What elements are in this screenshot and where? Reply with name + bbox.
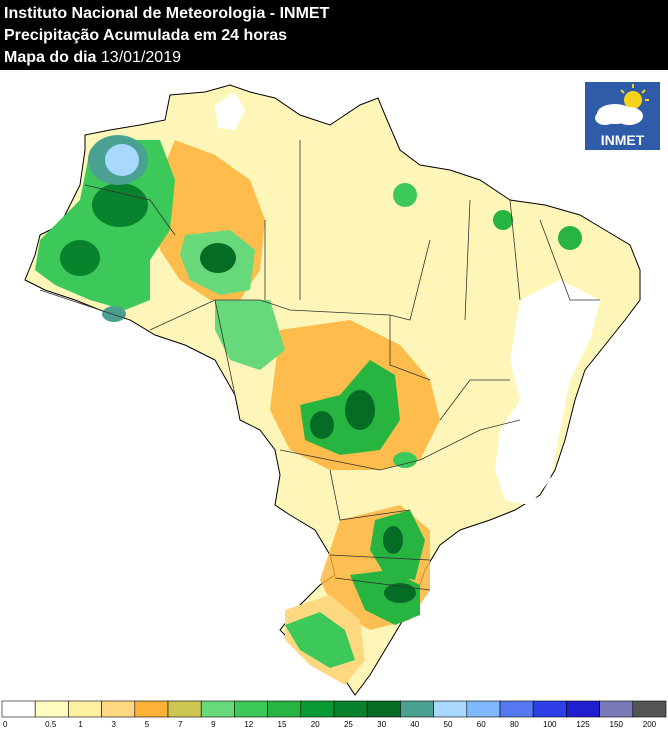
legend-tick-label: 0 [3,720,8,729]
legend-tick-label: 20 [311,720,320,729]
legend-tick-label: 12 [244,720,253,729]
logo-text: INMET [600,132,645,148]
cloud-sun-icon [595,84,649,125]
legend-swatch [167,700,202,718]
rain-core-heavy-acre [102,306,126,322]
legend-swatch [532,700,567,718]
legend-swatch [499,700,534,718]
legend-tick-label: 3 [112,720,117,729]
rain-core-central [200,243,236,273]
rain-core-ms [310,411,334,439]
legend-swatch [632,700,667,718]
dry-area-northeast [495,280,600,505]
legend-tick-label: 80 [510,720,519,729]
rain-zone-green-mt [215,300,285,370]
legend-swatch [300,700,335,718]
legend-tick-label: 15 [278,720,287,729]
legend-tick-label: 50 [444,720,453,729]
map-subtitle: Precipitação Acumulada em 24 horas [4,27,288,44]
map-date: 13/01/2019 [100,49,181,66]
legend-swatch [200,700,235,718]
rain-spot-rio [393,452,417,468]
rain-core-amazon-1 [92,183,148,227]
legend-swatch [1,700,36,718]
legend-swatch [234,700,268,718]
legend-swatch [134,700,169,718]
precipitation-legend: 0 0.5 1 3 5 7 9 12 15 20 25 30 40 50 60 80 100 125 150 200 [0,700,668,731]
legend-swatch [34,700,69,718]
legend-swatch [466,700,501,718]
legend-tick-label: 7 [178,720,183,729]
legend-tick-label: 200 [643,720,657,729]
map-date-line: Mapa do dia 13/01/2019 [4,48,181,68]
rain-spot-para [393,183,417,207]
legend-tick-label: 100 [543,720,557,729]
legend-tick-label: 60 [477,720,486,729]
legend-tick-label: 30 [377,720,386,729]
legend-tick-label: 1 [78,720,83,729]
legend-tick-label: 40 [410,720,419,729]
legend-swatch [101,700,136,718]
legend-swatch [267,700,302,718]
legend-tick-label: 25 [344,720,353,729]
state-borders [39,140,600,591]
map-header: Instituto Nacional de Meteorologia - INM… [0,0,668,70]
rain-zone-green-rs [285,612,355,668]
institute-title: Instituto Nacional de Meteorologia - INM… [4,5,330,22]
map-date-label: Mapa do dia [4,49,97,66]
legend-swatch [599,700,634,718]
dry-area-roraima [215,92,245,130]
precipitation-map [24,84,641,696]
legend-tick-label: 5 [145,720,150,729]
legend-swatch [566,700,600,718]
legend-swatch [433,700,468,718]
rain-core-amazon-2 [60,240,100,276]
rain-core-very-heavy-northwest [105,144,139,176]
legend-scale: 0 0.5 1 3 5 7 9 12 15 20 25 30 40 50 60 80 100 125 150 200 [1,700,667,729]
legend-tick-label: 0.5 [45,720,57,729]
legend-swatch [400,700,434,718]
rain-core-goias [345,390,375,430]
rain-spot-ceara [558,226,582,250]
rain-spot-maranhao [493,210,513,230]
rain-core-sc [384,583,416,603]
legend-swatch [333,700,368,718]
inmet-logo: INMET [585,82,660,150]
legend-tick-label: 125 [576,720,590,729]
legend-swatch [68,700,102,718]
legend-tick-label: 150 [610,720,624,729]
legend-swatch [366,700,401,718]
rain-core-parana [383,526,403,554]
legend-tick-label: 9 [211,720,216,729]
